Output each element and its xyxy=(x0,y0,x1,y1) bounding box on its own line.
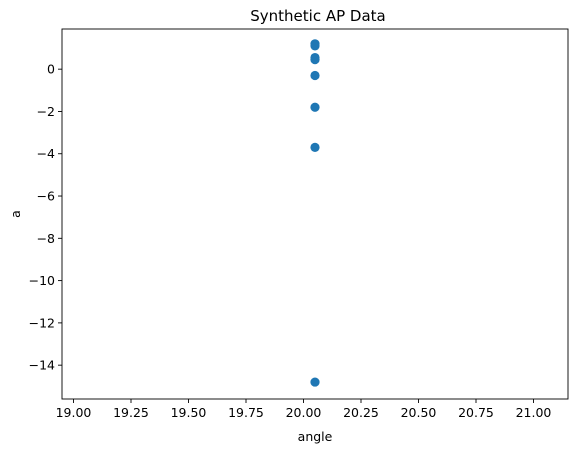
x-tick-label: 20.00 xyxy=(286,405,322,420)
y-tick-label: −8 xyxy=(37,231,55,246)
x-tick-label: 19.00 xyxy=(56,405,92,420)
data-point xyxy=(310,102,320,112)
y-tick-label: −4 xyxy=(37,146,55,161)
y-tick-label: −12 xyxy=(29,315,55,330)
plot-frame xyxy=(61,28,569,400)
x-tick-label: 21.00 xyxy=(516,405,552,420)
x-tick-label: 20.25 xyxy=(343,405,379,420)
data-point xyxy=(310,377,320,387)
data-points xyxy=(310,39,320,387)
data-point xyxy=(310,41,320,51)
x-tick-label: 19.50 xyxy=(171,405,207,420)
data-point xyxy=(310,55,320,65)
y-tick-label: −10 xyxy=(29,273,55,288)
x-tick-label: 19.25 xyxy=(113,405,149,420)
x-tick-label: 20.75 xyxy=(458,405,494,420)
plot-area xyxy=(62,29,568,399)
y-tick-label: −14 xyxy=(29,358,55,373)
x-tick-label: 20.50 xyxy=(401,405,437,420)
data-point xyxy=(310,70,320,81)
x-tick-label: 19.75 xyxy=(228,405,264,420)
y-axis: 0 −2 −4 −6 −8 −10 −12 −14 xyxy=(29,62,62,373)
y-axis-label: a xyxy=(8,210,23,218)
data-point xyxy=(310,142,320,152)
chart-title: Synthetic AP Data xyxy=(250,7,385,25)
y-tick-label: −6 xyxy=(37,189,55,204)
x-axis: 19.00 19.25 19.50 19.75 20.00 20.25 20.50 20.75… xyxy=(56,399,552,420)
x-axis-label: angle xyxy=(298,429,333,444)
y-tick-label: 0 xyxy=(47,62,55,77)
y-tick-label: −2 xyxy=(37,104,55,119)
